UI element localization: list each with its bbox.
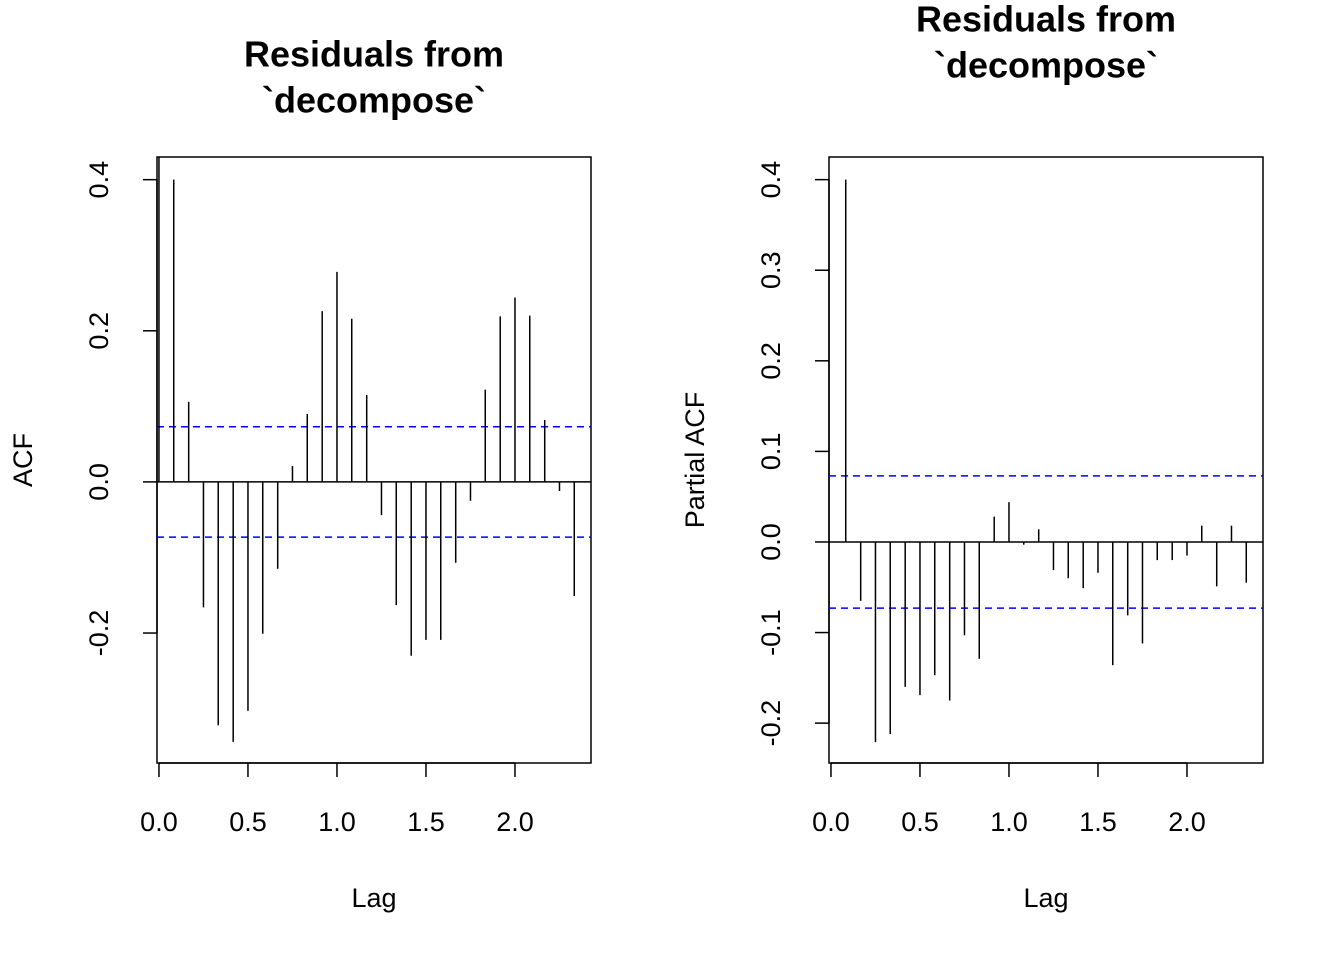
plot-frame [828, 156, 1264, 764]
y-axis-label: ACF [8, 433, 38, 487]
chart-title: `decompose` [934, 45, 1158, 86]
x-tick-label: 0.0 [140, 807, 178, 837]
x-tick-label: 1.0 [990, 807, 1028, 837]
x-axis-label: Lag [1023, 883, 1068, 913]
y-tick-label: -0.2 [756, 700, 786, 747]
y-axis-label: Partial ACF [680, 392, 710, 529]
y-tick-label: -0.2 [84, 610, 114, 657]
y-tick-label: 0.0 [84, 463, 114, 501]
y-tick-label: 0.2 [756, 342, 786, 380]
x-tick-label: 1.0 [318, 807, 356, 837]
chart-title: Residuals from [916, 0, 1176, 40]
x-tick-label: 0.5 [901, 807, 939, 837]
y-tick-label: 0.3 [756, 251, 786, 289]
plot-area [829, 179, 1263, 743]
x-tick-label: 1.5 [1079, 807, 1117, 837]
x-tick-label: 2.0 [1168, 807, 1206, 837]
x-tick-label: 0.0 [812, 807, 850, 837]
y-tick-label: -0.1 [756, 609, 786, 656]
plot-area [157, 157, 591, 742]
plot-frame [156, 156, 592, 764]
y-tick-label: 0.1 [756, 433, 786, 471]
chart-title: `decompose` [262, 80, 486, 121]
y-tick-label: 0.0 [756, 523, 786, 561]
y-tick-label: 0.2 [84, 312, 114, 350]
x-tick-label: 0.5 [229, 807, 267, 837]
x-axis-label: Lag [351, 883, 396, 913]
y-tick-label: 0.4 [756, 161, 786, 199]
chart-title: Residuals from [244, 34, 504, 75]
x-tick-label: 2.0 [496, 807, 534, 837]
x-tick-label: 1.5 [407, 807, 445, 837]
y-tick-label: 0.4 [84, 161, 114, 199]
